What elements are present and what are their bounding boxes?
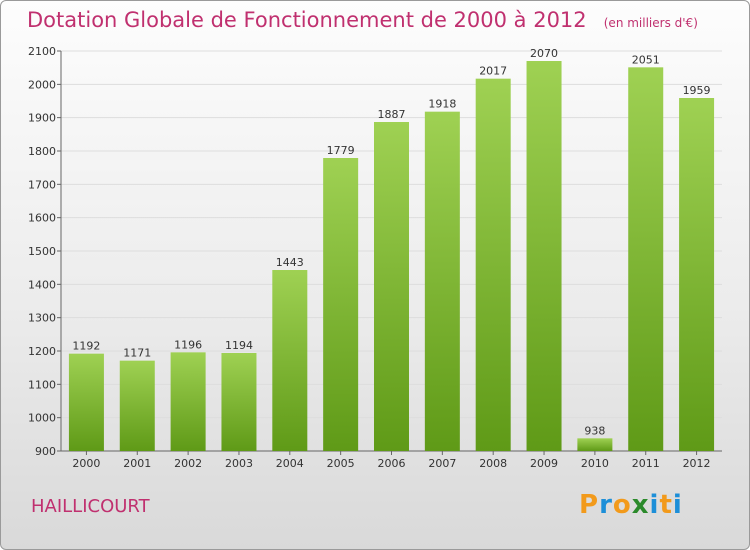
x-tick-label: 2009 — [530, 457, 558, 470]
x-tick-label: 2005 — [327, 457, 355, 470]
y-tick-label: 1700 — [28, 178, 56, 191]
bar-2009 — [526, 61, 562, 451]
y-tick-label: 1400 — [28, 278, 56, 291]
logo-letter: r — [599, 490, 613, 520]
logo-letter: i — [672, 490, 683, 520]
x-tick-label: 2011 — [632, 457, 660, 470]
value-label: 2051 — [632, 53, 660, 66]
y-tick-label: 1500 — [28, 245, 56, 258]
x-tick-label: 2006 — [378, 457, 406, 470]
y-tick-label: 2000 — [28, 78, 56, 91]
value-label: 1887 — [378, 108, 406, 121]
x-tick-label: 2004 — [276, 457, 304, 470]
value-label: 1192 — [72, 340, 100, 353]
bar-2003 — [221, 353, 257, 451]
y-tick-label: 1300 — [28, 312, 56, 325]
logo-letter: i — [649, 490, 660, 520]
x-tick-label: 2007 — [428, 457, 456, 470]
y-tick-label: 1100 — [28, 378, 56, 391]
value-label: 2017 — [479, 65, 507, 78]
value-label: 1779 — [327, 144, 355, 157]
value-label: 1171 — [123, 347, 151, 360]
bar-2001 — [119, 360, 155, 451]
value-label: 938 — [584, 424, 605, 437]
x-tick-label: 2012 — [683, 457, 711, 470]
x-tick-label: 2003 — [225, 457, 253, 470]
y-tick-label: 1200 — [28, 345, 56, 358]
x-tick-label: 2002 — [174, 457, 202, 470]
proxiti-logo: Proxiti — [579, 490, 683, 520]
bar-2008 — [475, 78, 511, 452]
y-tick-label: 1900 — [28, 112, 56, 125]
y-tick-label: 1800 — [28, 145, 56, 158]
bar-2004 — [272, 270, 308, 451]
bar-2007 — [424, 111, 460, 452]
y-tick-label: 1000 — [28, 412, 56, 425]
x-tick-label: 2001 — [123, 457, 151, 470]
chart-title: Dotation Globale de Fonctionnement de 20… — [27, 8, 587, 32]
value-label: 1196 — [174, 338, 202, 351]
value-label: 2070 — [530, 47, 558, 60]
value-label: 1918 — [428, 98, 456, 111]
logo-letter: o — [612, 490, 632, 520]
chart-unit: (en milliers d'€) — [603, 16, 698, 30]
x-tick-label: 2008 — [479, 457, 507, 470]
bar-2010 — [577, 438, 613, 451]
bar-2002 — [170, 352, 206, 451]
value-label: 1959 — [683, 84, 711, 97]
y-tick-label: 1600 — [28, 212, 56, 225]
commune-name: HAILLICOURT — [31, 496, 150, 517]
value-label: 1194 — [225, 339, 253, 352]
bar-2012 — [679, 98, 715, 451]
x-tick-label: 2010 — [581, 457, 609, 470]
bars — [68, 61, 715, 452]
bar-2011 — [628, 67, 664, 451]
y-tick-label: 900 — [35, 445, 56, 458]
x-tick-label: 2000 — [72, 457, 100, 470]
bar-2006 — [374, 122, 409, 451]
labels: 900 1000 1100 1200 1300 1400 1500 1600 1700 1800 1… — [28, 45, 711, 470]
bar-2000 — [68, 353, 104, 451]
y-tick-label: 2100 — [28, 45, 56, 58]
logo-letter: t — [659, 490, 673, 520]
bar-2005 — [323, 158, 359, 451]
logo-letter: P — [579, 490, 600, 520]
title-row: Dotation Globale de Fonctionnement de 20… — [27, 8, 698, 32]
logo-letter: x — [631, 490, 650, 520]
value-label: 1443 — [276, 256, 304, 269]
